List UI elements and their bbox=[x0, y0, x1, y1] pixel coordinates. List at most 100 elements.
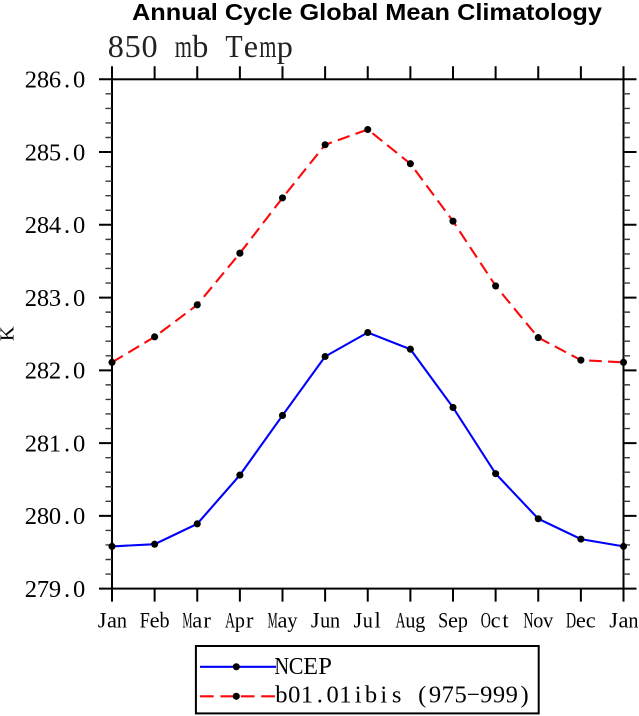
svg-text:c: c bbox=[491, 608, 501, 633]
svg-text:0: 0 bbox=[73, 285, 85, 312]
svg-text:4: 4 bbox=[49, 212, 61, 239]
svg-text:0: 0 bbox=[73, 139, 85, 166]
svg-text:E: E bbox=[303, 653, 318, 680]
svg-text:m: m bbox=[259, 28, 276, 64]
svg-text:S: S bbox=[438, 608, 448, 633]
svg-text:0: 0 bbox=[73, 503, 85, 530]
svg-text:s: s bbox=[392, 681, 402, 708]
svg-text:r: r bbox=[246, 608, 254, 633]
svg-text:K: K bbox=[0, 326, 19, 341]
svg-text:a: a bbox=[619, 608, 629, 633]
svg-text:5: 5 bbox=[454, 681, 466, 708]
svg-text:9: 9 bbox=[506, 681, 518, 708]
svg-text:2: 2 bbox=[25, 139, 37, 166]
svg-text:J: J bbox=[609, 608, 618, 633]
svg-text:.: . bbox=[64, 358, 70, 385]
svg-text:8: 8 bbox=[37, 503, 49, 530]
svg-text:0: 0 bbox=[288, 681, 300, 708]
svg-text:J: J bbox=[354, 608, 363, 633]
svg-text:0: 0 bbox=[73, 358, 85, 385]
svg-text:2: 2 bbox=[25, 285, 37, 312]
svg-text:N: N bbox=[274, 653, 289, 680]
svg-text:.: . bbox=[64, 503, 70, 530]
svg-text:6: 6 bbox=[49, 67, 61, 94]
svg-text:0: 0 bbox=[49, 503, 61, 530]
svg-text:8: 8 bbox=[37, 67, 49, 94]
svg-text:0: 0 bbox=[142, 28, 158, 64]
svg-text:9: 9 bbox=[493, 681, 505, 708]
svg-text:.: . bbox=[64, 576, 70, 603]
svg-text:N: N bbox=[523, 608, 533, 633]
svg-text:3: 3 bbox=[49, 285, 61, 312]
svg-text:i: i bbox=[380, 681, 387, 708]
svg-text:0: 0 bbox=[326, 681, 338, 708]
svg-text:8: 8 bbox=[37, 430, 49, 457]
svg-text:2: 2 bbox=[25, 430, 37, 457]
svg-text:2: 2 bbox=[25, 67, 37, 94]
svg-text:O: O bbox=[481, 608, 491, 633]
svg-text:b: b bbox=[275, 681, 287, 708]
svg-text:.: . bbox=[64, 67, 70, 94]
svg-text:p: p bbox=[458, 608, 468, 633]
svg-text:.: . bbox=[64, 139, 70, 166]
svg-text:u: u bbox=[320, 608, 330, 633]
svg-text:a: a bbox=[107, 608, 117, 633]
svg-text:9: 9 bbox=[49, 576, 61, 603]
svg-text:9: 9 bbox=[429, 681, 441, 708]
svg-text:Annual Cycle Global Mean Clima: Annual Cycle Global Mean Climatology bbox=[132, 0, 602, 25]
svg-text:0: 0 bbox=[73, 67, 85, 94]
svg-text:b: b bbox=[192, 28, 208, 64]
svg-text:M: M bbox=[182, 608, 192, 633]
svg-text:p: p bbox=[277, 28, 293, 64]
svg-text:A: A bbox=[395, 608, 405, 633]
svg-text:2: 2 bbox=[25, 358, 37, 385]
svg-text:g: g bbox=[415, 608, 425, 633]
svg-text:(: ( bbox=[418, 681, 426, 708]
svg-text:u: u bbox=[405, 608, 415, 633]
svg-text:C: C bbox=[289, 653, 304, 680]
svg-text:8: 8 bbox=[37, 285, 49, 312]
svg-text:2: 2 bbox=[49, 358, 61, 385]
svg-text:e: e bbox=[576, 608, 586, 633]
svg-text:0: 0 bbox=[73, 430, 85, 457]
svg-text:5: 5 bbox=[49, 139, 61, 166]
svg-text:8: 8 bbox=[37, 212, 49, 239]
svg-text:.: . bbox=[64, 430, 70, 457]
svg-text:m: m bbox=[175, 28, 192, 64]
svg-text:−: − bbox=[467, 681, 480, 708]
svg-text:.: . bbox=[317, 681, 323, 708]
svg-text:): ) bbox=[521, 681, 529, 708]
svg-text:M: M bbox=[268, 608, 278, 633]
svg-text:2: 2 bbox=[25, 576, 37, 603]
svg-text:.: . bbox=[64, 212, 70, 239]
svg-text:v: v bbox=[543, 608, 554, 633]
svg-text:2: 2 bbox=[25, 503, 37, 530]
svg-text:J: J bbox=[98, 608, 107, 633]
svg-text:r: r bbox=[203, 608, 211, 633]
svg-text:5: 5 bbox=[125, 28, 141, 64]
svg-text:F: F bbox=[140, 608, 150, 633]
svg-text:P: P bbox=[318, 653, 332, 680]
svg-text:y: y bbox=[287, 608, 298, 633]
svg-text:.: . bbox=[64, 285, 70, 312]
svg-text:0: 0 bbox=[73, 576, 85, 603]
svg-text:t: t bbox=[502, 608, 509, 633]
svg-text:u: u bbox=[363, 608, 373, 633]
svg-text:e: e bbox=[448, 608, 458, 633]
svg-text:n: n bbox=[330, 608, 340, 633]
svg-text:l: l bbox=[375, 608, 381, 633]
svg-text:8: 8 bbox=[108, 28, 124, 64]
svg-text:1: 1 bbox=[339, 681, 351, 708]
svg-text:a: a bbox=[278, 608, 288, 633]
svg-text:0: 0 bbox=[73, 212, 85, 239]
svg-text:8: 8 bbox=[37, 139, 49, 166]
svg-text:J: J bbox=[311, 608, 320, 633]
svg-text:n: n bbox=[628, 608, 638, 633]
svg-text:1: 1 bbox=[301, 681, 313, 708]
svg-text:c: c bbox=[586, 608, 596, 633]
svg-text:7: 7 bbox=[442, 681, 454, 708]
svg-text:8: 8 bbox=[37, 358, 49, 385]
svg-text:1: 1 bbox=[49, 430, 61, 457]
svg-text:b: b bbox=[159, 608, 169, 633]
svg-text:T: T bbox=[225, 28, 243, 64]
